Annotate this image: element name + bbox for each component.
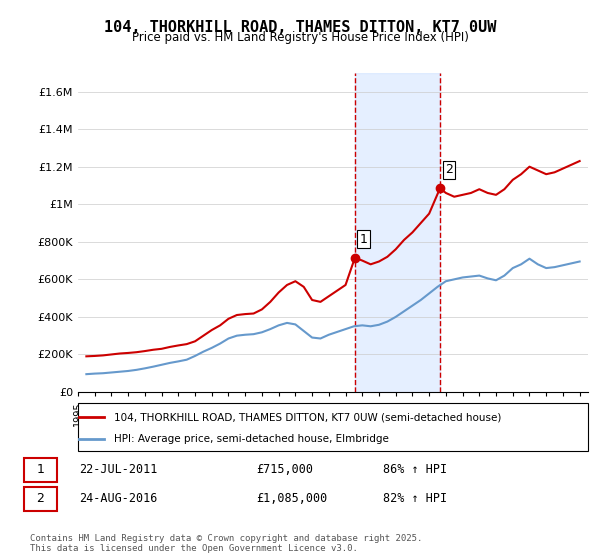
Text: Price paid vs. HM Land Registry's House Price Index (HPI): Price paid vs. HM Land Registry's House … xyxy=(131,31,469,44)
Text: 22-JUL-2011: 22-JUL-2011 xyxy=(79,464,158,477)
Text: 2: 2 xyxy=(445,164,453,176)
Text: Contains HM Land Registry data © Crown copyright and database right 2025.
This d: Contains HM Land Registry data © Crown c… xyxy=(30,534,422,553)
Text: 82% ↑ HPI: 82% ↑ HPI xyxy=(383,492,447,506)
Text: 104, THORKHILL ROAD, THAMES DITTON, KT7 0UW (semi-detached house): 104, THORKHILL ROAD, THAMES DITTON, KT7 … xyxy=(114,413,501,422)
Text: 104, THORKHILL ROAD, THAMES DITTON, KT7 0UW: 104, THORKHILL ROAD, THAMES DITTON, KT7 … xyxy=(104,20,496,35)
Text: 2: 2 xyxy=(37,492,44,506)
Text: £1,085,000: £1,085,000 xyxy=(256,492,327,506)
Bar xyxy=(355,73,440,392)
Text: 1: 1 xyxy=(360,233,368,246)
Text: 86% ↑ HPI: 86% ↑ HPI xyxy=(383,464,447,477)
Text: HPI: Average price, semi-detached house, Elmbridge: HPI: Average price, semi-detached house,… xyxy=(114,434,389,444)
FancyBboxPatch shape xyxy=(24,458,57,482)
Text: 1: 1 xyxy=(37,464,44,477)
FancyBboxPatch shape xyxy=(78,403,588,451)
Text: £715,000: £715,000 xyxy=(256,464,313,477)
FancyBboxPatch shape xyxy=(24,487,57,511)
Text: 24-AUG-2016: 24-AUG-2016 xyxy=(79,492,158,506)
